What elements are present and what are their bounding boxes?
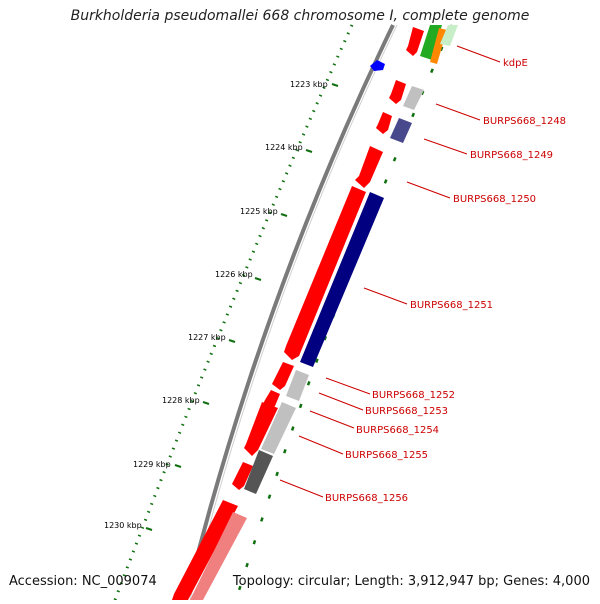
kbp-label-1224: 1224 kbp [265, 143, 303, 152]
kbp-tick-1230: 1230 kbp [104, 521, 153, 531]
kbp-tick-1229: 1229 kbp [133, 460, 182, 469]
cog-block-1249 [390, 118, 412, 143]
inner-dotted-ring [113, 24, 354, 601]
callout-1254 [309, 410, 355, 429]
gene-label-1256[interactable]: BURPS668_1256 [325, 493, 408, 504]
callout-1253 [318, 392, 364, 411]
gene-arrow-1250 [355, 146, 383, 188]
chromosome-backbone [184, 24, 395, 601]
gene-arrow-1254 [244, 402, 278, 456]
gene-label-1254[interactable]: BURPS668_1254 [356, 425, 439, 436]
kbp-tick-1223: 1223 kbp [290, 80, 339, 89]
chromosome-backbone-inner [189, 24, 398, 601]
gene-callouts [279, 45, 501, 498]
gene-arrow-1256 [172, 500, 238, 600]
kbp-tick-1227: 1227 kbp [188, 333, 236, 343]
gene-label-1249[interactable]: BURPS668_1249 [470, 150, 553, 161]
callout-1250 [406, 181, 451, 199]
callout-1251 [363, 287, 408, 305]
blue-marker-icon [370, 60, 385, 71]
gene-label-kdpE[interactable]: kdpE [503, 58, 528, 69]
map-title: Burkholderia pseudomallei 668 chromosome… [70, 8, 530, 24]
cog-block-1251 [300, 192, 384, 367]
callout-1249 [423, 138, 468, 155]
gene-arrow-kdpE [406, 27, 424, 56]
kbp-label-1223: 1223 kbp [290, 80, 328, 89]
callout-1255 [298, 435, 344, 455]
kbp-label-1227: 1227 kbp [188, 333, 226, 342]
kbp-label-1226: 1226 kbp [215, 270, 253, 279]
kbp-label-1230: 1230 kbp [104, 521, 142, 530]
gene-arrow-1252 [272, 362, 294, 390]
kbp-tick-1226: 1226 kbp [215, 270, 262, 281]
callout-1256 [279, 479, 324, 498]
outer-dashed-ring [234, 24, 454, 601]
gene-arrow-1249 [376, 112, 392, 134]
kbp-label-1229: 1229 kbp [133, 460, 171, 469]
gene-label-1252[interactable]: BURPS668_1252 [372, 390, 455, 401]
genome-summary-text: Topology: circular; Length: 3,912,947 bp… [232, 574, 590, 589]
gene-label-1251[interactable]: BURPS668_1251 [410, 300, 493, 311]
cog-block-kdpE-orange [430, 28, 447, 64]
gene-arrow-1255 [232, 462, 253, 490]
callout-kdpE [456, 45, 501, 63]
gene-arrow-1251 [284, 186, 366, 360]
kbp-tick-1228: 1228 kbp [162, 396, 210, 405]
kbp-label-1228: 1228 kbp [162, 396, 200, 405]
kbp-tick-1224: 1224 kbp [265, 143, 313, 153]
gene-label-1255[interactable]: BURPS668_1255 [345, 450, 428, 461]
callout-1248 [435, 103, 481, 121]
gene-arrow-1248 [389, 80, 406, 104]
cog-block-kdpE-green [420, 25, 442, 60]
kbp-label-1225: 1225 kbp [240, 207, 278, 216]
cog-block-1256 [190, 512, 247, 600]
gene-label-1250[interactable]: BURPS668_1250 [453, 194, 536, 205]
gene-label-1248[interactable]: BURPS668_1248 [483, 116, 566, 127]
cog-block-1248 [403, 86, 424, 110]
kbp-tick-1225: 1225 kbp [240, 207, 288, 217]
cog-block-1255 [244, 450, 273, 494]
cog-block-1254 [261, 402, 296, 454]
cog-block-kdpE-pale [440, 25, 458, 46]
gene-label-1253[interactable]: BURPS668_1253 [365, 406, 448, 417]
accession-text: Accession: NC_009074 [9, 574, 157, 589]
callout-1252 [325, 377, 371, 395]
cog-block-1253 [286, 370, 309, 401]
